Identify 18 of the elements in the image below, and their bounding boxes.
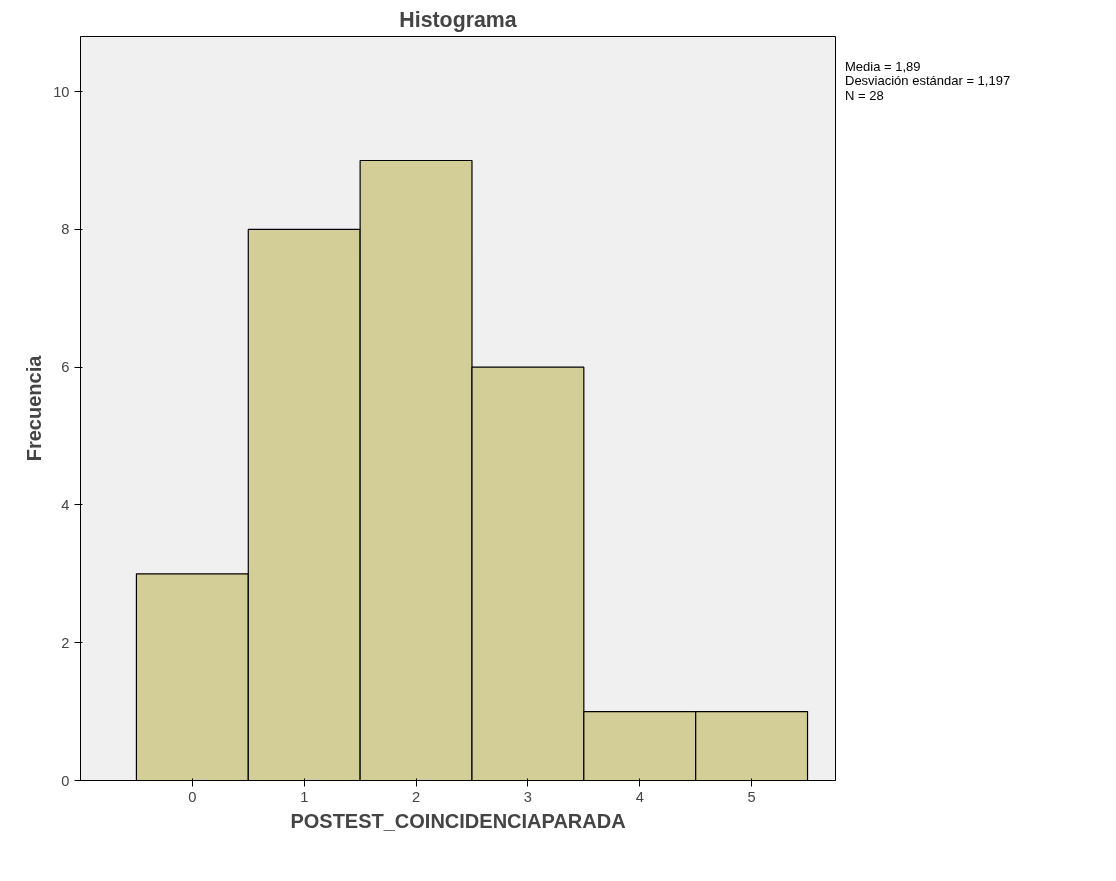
y-tick-label: 10 (53, 83, 70, 100)
x-tick-label: 4 (635, 788, 644, 805)
y-tick-label: 8 (61, 221, 70, 238)
y-tick-label: 0 (61, 772, 70, 789)
chart-title: Histograma (399, 7, 517, 32)
x-tick-label: 5 (747, 788, 756, 805)
y-axis-title: Frecuencia (23, 354, 46, 462)
x-axis-title: POSTEST_COINCIDENCIAPARADA (290, 809, 626, 832)
text: Desviación estándar = 1,197 (845, 73, 1011, 89)
text: N = 28 (845, 87, 884, 103)
x-tick-label: 2 (411, 788, 421, 805)
x-tick-label: 3 (523, 788, 532, 805)
y-tick-label: 6 (61, 359, 70, 376)
x-tick-label: 1 (300, 788, 309, 805)
y-tick-label: 4 (61, 496, 70, 513)
x-tick-label: 0 (188, 788, 197, 805)
y-tick-label: 2 (61, 634, 70, 651)
text: Media = 1,89 (845, 59, 921, 74)
